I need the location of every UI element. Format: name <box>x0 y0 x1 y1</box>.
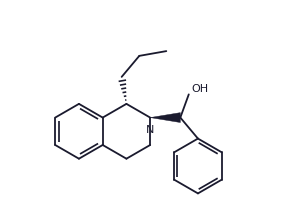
Text: OH: OH <box>191 84 208 94</box>
Text: N: N <box>146 124 154 134</box>
Polygon shape <box>150 113 180 123</box>
